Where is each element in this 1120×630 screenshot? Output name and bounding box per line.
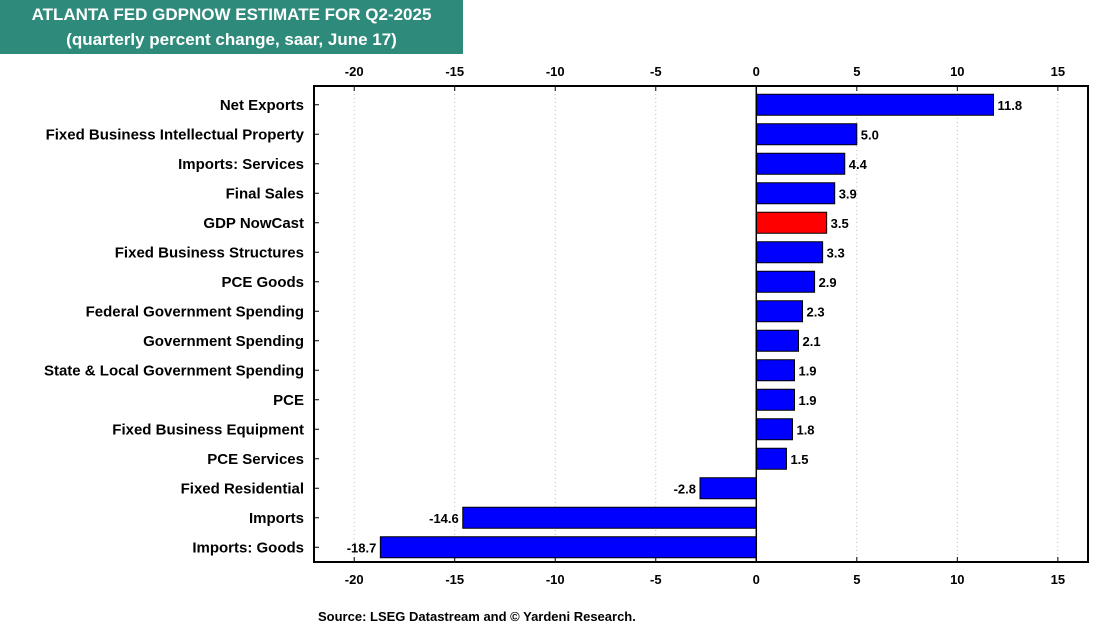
category-label: Fixed Business Intellectual Property xyxy=(46,126,305,143)
x-tick-label-bottom: -5 xyxy=(650,572,662,587)
category-label: PCE Services xyxy=(207,451,304,468)
x-tick-label-top: 0 xyxy=(753,64,760,79)
x-tick-label-bottom: 0 xyxy=(753,572,760,587)
x-tick-label-top: 10 xyxy=(950,64,964,79)
x-tick-label-bottom: -15 xyxy=(445,572,464,587)
bar xyxy=(755,359,795,382)
x-tick-label-bottom: 5 xyxy=(853,572,860,587)
category-label: PCE xyxy=(273,392,304,409)
data-label: -18.7 xyxy=(347,540,377,555)
data-label: 2.9 xyxy=(819,275,837,290)
category-label: Final Sales xyxy=(226,185,304,202)
x-tick-label-top: -5 xyxy=(650,64,662,79)
x-tick-label-top: 5 xyxy=(853,64,860,79)
data-label: -14.6 xyxy=(429,511,459,526)
highlight-bar xyxy=(755,211,828,234)
bar xyxy=(462,506,757,529)
x-tick-label-top: -20 xyxy=(345,64,364,79)
category-label: Imports xyxy=(249,510,304,527)
chart-subtitle: (quarterly percent change, saar, June 17… xyxy=(66,30,397,49)
data-label: 2.3 xyxy=(807,304,825,319)
plot-frame xyxy=(313,85,1089,563)
data-label: -2.8 xyxy=(674,481,696,496)
category-label: Fixed Business Structures xyxy=(115,244,304,261)
x-tick-label-top: -15 xyxy=(445,64,464,79)
bar xyxy=(755,123,858,146)
x-tick-label-bottom: 15 xyxy=(1051,572,1065,587)
category-label: PCE Goods xyxy=(221,274,304,291)
bar xyxy=(755,152,846,175)
bar xyxy=(755,93,995,116)
data-label: 5.0 xyxy=(861,127,879,142)
chart-title-box: ATLANTA FED GDPNOW ESTIMATE FOR Q2-2025 … xyxy=(0,0,463,54)
data-label: 2.1 xyxy=(803,334,821,349)
category-label: Imports: Services xyxy=(178,156,304,173)
bar xyxy=(755,418,793,441)
category-label: State & Local Government Spending xyxy=(44,362,304,379)
category-label: Imports: Goods xyxy=(192,539,304,556)
data-label: 3.5 xyxy=(831,216,849,231)
category-label: Government Spending xyxy=(143,333,304,350)
category-label: Federal Government Spending xyxy=(86,303,304,320)
data-label: 1.8 xyxy=(796,422,814,437)
data-label: 3.3 xyxy=(827,245,845,260)
x-tick-label-top: -10 xyxy=(546,64,565,79)
bar xyxy=(755,182,836,205)
x-tick-label-top: 15 xyxy=(1051,64,1065,79)
bar xyxy=(755,241,824,264)
source-note: Source: LSEG Datastream and © Yardeni Re… xyxy=(318,609,636,624)
data-label: 11.8 xyxy=(998,98,1023,113)
data-label: 1.5 xyxy=(790,452,808,467)
category-label: Net Exports xyxy=(220,97,304,114)
data-label: 3.9 xyxy=(839,186,857,201)
category-label: Fixed Business Equipment xyxy=(112,421,304,438)
bar xyxy=(699,477,757,500)
bar xyxy=(755,300,804,323)
bar xyxy=(755,388,795,411)
data-label: 1.9 xyxy=(798,363,816,378)
bar xyxy=(755,270,816,293)
x-tick-label-bottom: 10 xyxy=(950,572,964,587)
category-label: Fixed Residential xyxy=(181,480,304,497)
bar xyxy=(755,447,787,470)
data-label: 4.4 xyxy=(849,157,868,172)
x-tick-label-bottom: -20 xyxy=(345,572,364,587)
bar xyxy=(379,536,757,559)
x-tick-label-bottom: -10 xyxy=(546,572,565,587)
bar xyxy=(755,329,800,352)
chart-title: ATLANTA FED GDPNOW ESTIMATE FOR Q2-2025 xyxy=(31,5,432,24)
data-label: 1.9 xyxy=(798,393,816,408)
category-label: GDP NowCast xyxy=(203,215,304,232)
